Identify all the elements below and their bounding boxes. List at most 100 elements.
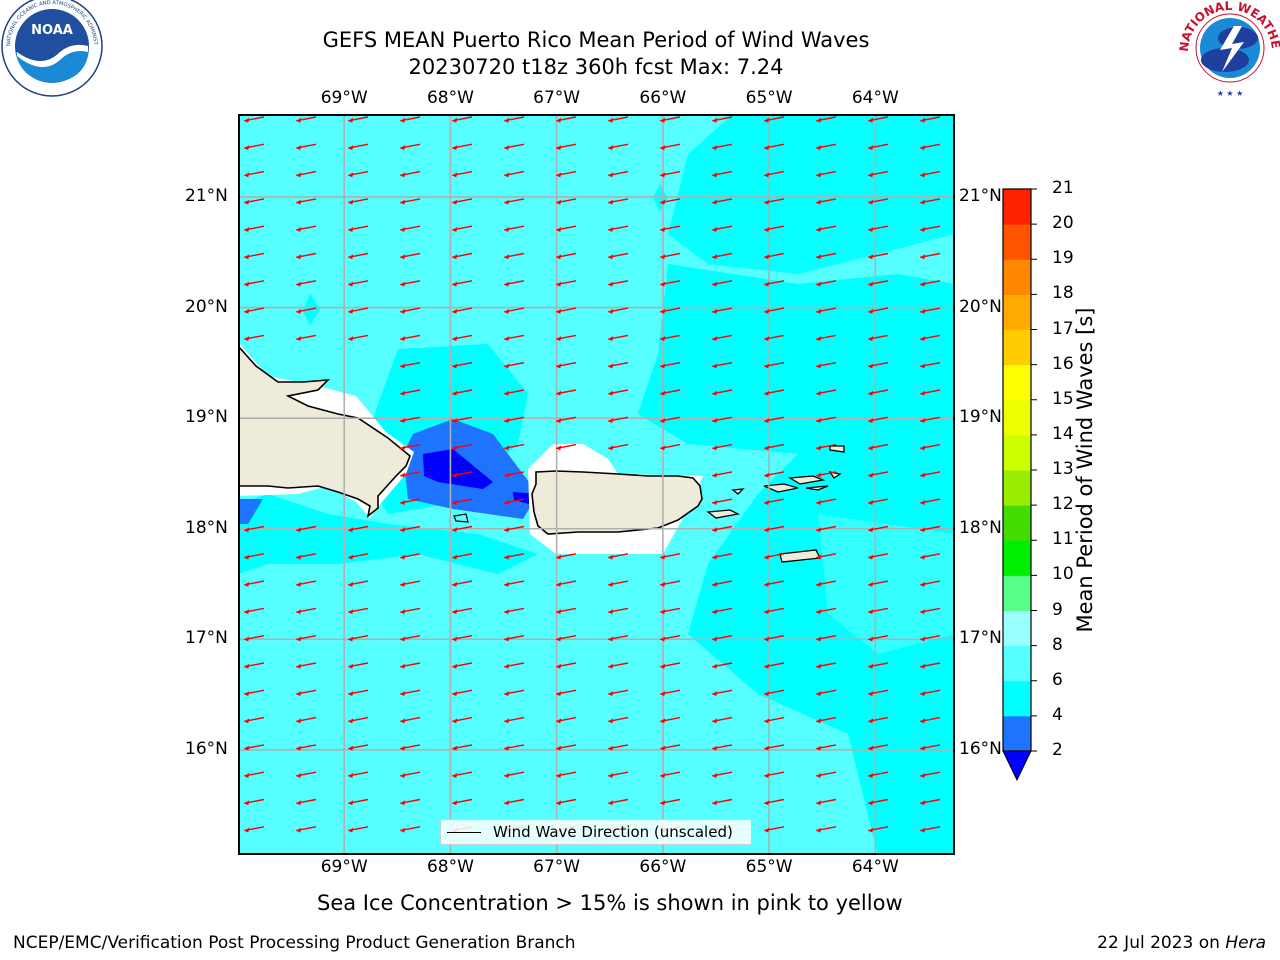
- lat-label-left: 17°N: [185, 628, 228, 649]
- wave-arrow-head: [504, 308, 510, 314]
- wave-arrow-head: [400, 418, 406, 424]
- map-panel: [238, 114, 955, 855]
- wave-arrow-head: [660, 390, 666, 396]
- wave-arrow-head: [244, 117, 250, 123]
- wave-arrow-head: [608, 636, 614, 642]
- wave-arrow-head: [556, 772, 562, 778]
- wave-arrow-head: [244, 609, 250, 615]
- wave-arrow-head: [868, 772, 874, 778]
- svg-text:★ ★ ★: ★ ★ ★: [1217, 89, 1244, 98]
- wave-arrow-head: [452, 281, 458, 287]
- wave-arrow-head: [608, 581, 614, 587]
- wave-arrow-head: [556, 581, 562, 587]
- wave-arrow-head: [868, 226, 874, 232]
- wave-arrow-head: [244, 827, 250, 833]
- colorbar-tick-label: 16: [1052, 353, 1074, 374]
- wave-arrow-head: [816, 117, 822, 123]
- wave-arrow-head: [764, 691, 770, 697]
- colorbar-under-triangle: [1002, 750, 1032, 782]
- wave-arrow-head: [712, 554, 718, 560]
- wave-arrow-head: [816, 554, 822, 560]
- wave-arrow-head: [816, 308, 822, 314]
- wave-arrow-head: [764, 199, 770, 205]
- wave-arrow-head: [816, 172, 822, 178]
- wave-arrow-head: [712, 336, 718, 342]
- wave-arrow-head: [400, 390, 406, 396]
- lat-label-left: 16°N: [185, 738, 228, 759]
- lat-label-right: 18°N: [959, 517, 1002, 538]
- wave-arrow-head: [504, 691, 510, 697]
- wave-arrow-head: [400, 499, 406, 505]
- colorbar-tick-label: 11: [1052, 529, 1074, 550]
- wave-arrow-head: [452, 145, 458, 151]
- wave-arrow-head: [920, 226, 926, 232]
- wave-arrow-head: [452, 745, 458, 751]
- colorbar-tick-label: 8: [1052, 634, 1063, 655]
- wave-arrow-head: [556, 172, 562, 178]
- wave-arrow-head: [712, 609, 718, 615]
- wave-arrow-head: [920, 691, 926, 697]
- wave-arrow-head: [660, 772, 666, 778]
- wave-arrow-head: [868, 554, 874, 560]
- colorbar-tick-label: 12: [1052, 494, 1074, 515]
- map-title-line1: GEFS MEAN Puerto Rico Mean Period of Win…: [322, 28, 870, 52]
- wave-arrow-head: [712, 663, 718, 669]
- wave-arrow-head: [816, 363, 822, 369]
- footer-date-text: 22 Jul 2023 on: [1097, 933, 1226, 953]
- wave-arrow-head: [608, 281, 614, 287]
- lon-label-top: 68°W: [426, 88, 474, 108]
- wave-arrow-head: [400, 636, 406, 642]
- wave-arrow-head: [348, 636, 354, 642]
- colorbar-segment: [1003, 470, 1031, 506]
- wave-arrow-head: [920, 636, 926, 642]
- wave-arrow-head: [712, 199, 718, 205]
- wave-arrow-head: [556, 691, 562, 697]
- lon-label-bottom: 65°W: [745, 857, 793, 877]
- lat-label-right: 21°N: [959, 185, 1002, 206]
- wave-arrow-head: [868, 800, 874, 806]
- wave-arrow-head: [556, 800, 562, 806]
- noaa-logo: NOAA NATIONAL OCEANIC AND ATMOSPHERIC AD…: [0, 0, 103, 97]
- wave-arrow-head: [608, 718, 614, 724]
- wave-arrow-head: [504, 445, 510, 451]
- colorbar: [1002, 188, 1037, 782]
- wave-arrow-head: [556, 718, 562, 724]
- wave-arrow-head: [452, 499, 458, 505]
- lon-label-top: 69°W: [320, 88, 368, 108]
- wave-arrow-head: [816, 581, 822, 587]
- wave-arrow-head: [712, 254, 718, 260]
- lon-label-bottom: 64°W: [851, 857, 899, 877]
- wave-arrow-head: [660, 636, 666, 642]
- wave-arrow-head: [296, 636, 302, 642]
- wave-arrow-head: [400, 281, 406, 287]
- wave-arrow-head: [764, 281, 770, 287]
- wave-arrow-head: [868, 117, 874, 123]
- wave-arrow-head: [556, 636, 562, 642]
- wave-arrow-head: [868, 745, 874, 751]
- wave-arrow-head: [660, 117, 666, 123]
- wave-arrow-head: [400, 581, 406, 587]
- wave-arrow-head: [608, 800, 614, 806]
- wave-arrow-head: [452, 636, 458, 642]
- wave-arrow-head: [660, 663, 666, 669]
- wave-arrow-head: [868, 145, 874, 151]
- wave-arrow-head: [348, 691, 354, 697]
- wave-arrow-head: [400, 172, 406, 178]
- colorbar-tick-label: 2: [1052, 740, 1063, 760]
- wave-arrow-head: [712, 281, 718, 287]
- legend-line-sample: [447, 831, 481, 833]
- wave-arrow-head: [712, 718, 718, 724]
- wave-arrow-head: [504, 663, 510, 669]
- wave-arrow-head: [348, 172, 354, 178]
- wave-arrow-head: [920, 117, 926, 123]
- wave-arrow-head: [608, 336, 614, 342]
- wave-arrow-head: [764, 772, 770, 778]
- wave-arrow-head: [712, 472, 718, 478]
- wave-arrow-head: [868, 691, 874, 697]
- wave-arrow-head: [868, 281, 874, 287]
- wave-arrow-head: [660, 254, 666, 260]
- wave-arrow-head: [452, 418, 458, 424]
- wave-arrow-head: [556, 663, 562, 669]
- wave-arrow-head: [712, 772, 718, 778]
- wave-arrow-head: [244, 554, 250, 560]
